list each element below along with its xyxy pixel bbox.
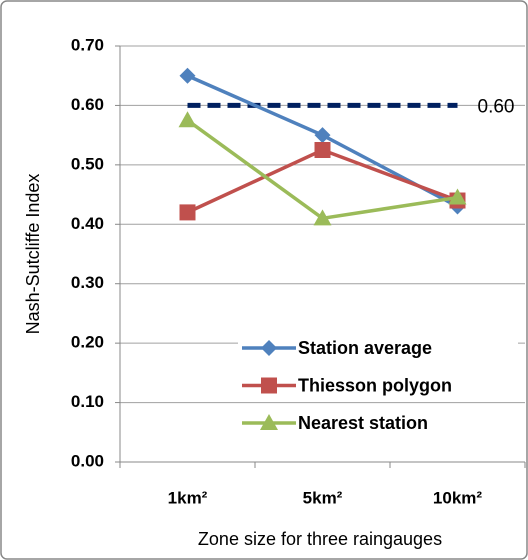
y-tick-label: 0.70 [71, 35, 104, 54]
y-tick-label: 0.30 [71, 273, 104, 292]
y-tick-label: 0.10 [71, 392, 104, 411]
legend-label: Station average [298, 338, 432, 358]
x-tick-label: 10km² [433, 488, 482, 507]
point [179, 204, 196, 221]
point [314, 142, 331, 158]
y-tick-label: 0.00 [71, 451, 104, 470]
y-tick-label: 0.60 [71, 95, 104, 114]
point [314, 127, 331, 144]
y-tick-label: 0.20 [71, 333, 104, 352]
x-axis-title: Zone size for three raingauges [198, 529, 442, 549]
y-tick-label: 0.50 [71, 154, 104, 173]
x-tick-label: 5km² [303, 488, 343, 507]
legend-marker [260, 414, 278, 430]
legend-marker [261, 340, 277, 356]
point [179, 67, 196, 84]
reference-label: 0.60 [478, 96, 515, 117]
x-tick-label: 1km² [168, 488, 208, 507]
legend-marker [261, 377, 277, 394]
y-tick-label: 0.40 [71, 214, 104, 233]
y-axis-title: Nash-Sutcliffe Index [23, 174, 43, 335]
point [448, 188, 467, 205]
legend-label: Thiesson polygon [298, 375, 452, 395]
point [178, 111, 197, 128]
point [313, 209, 332, 226]
legend-label: Nearest station [298, 413, 428, 433]
